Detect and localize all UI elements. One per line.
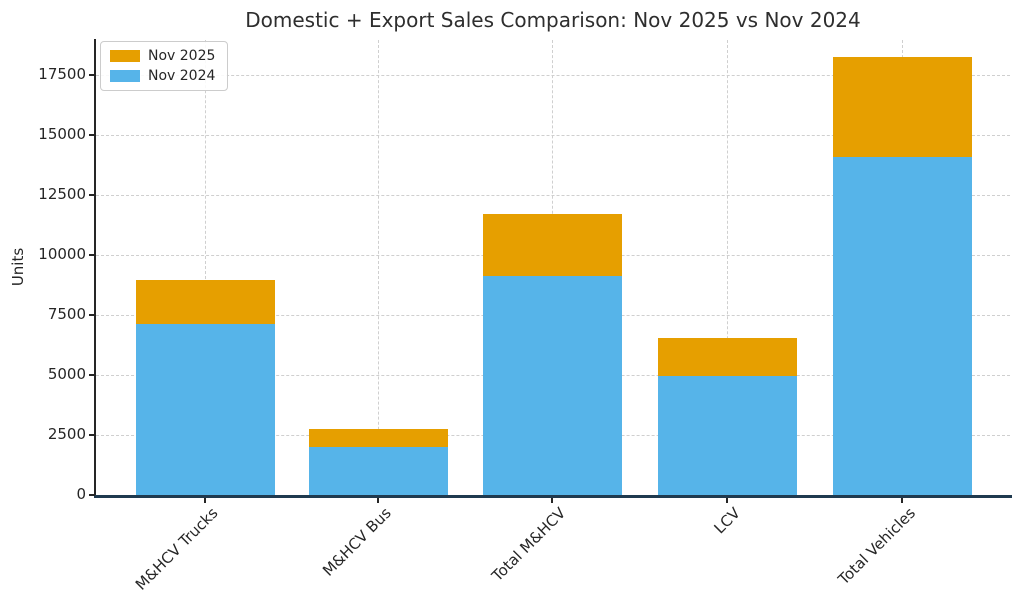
y-tick-mark [89, 494, 95, 496]
y-tick-mark [89, 74, 95, 76]
y-tick-mark [89, 314, 95, 316]
legend: Nov 2025 Nov 2024 [100, 41, 229, 91]
gridline-horizontal [96, 135, 1010, 136]
legend-label: Nov 2024 [148, 68, 216, 84]
plot-area [96, 40, 1010, 496]
y-tick-label: 5000 [47, 365, 86, 383]
legend-item: Nov 2025 [110, 49, 215, 63]
y-tick-label: 15000 [38, 125, 86, 143]
legend-item: Nov 2024 [110, 69, 215, 83]
x-axis-spine [94, 495, 1012, 498]
y-tick-mark [89, 254, 95, 256]
chart-title: Domestic + Export Sales Comparison: Nov … [245, 8, 861, 32]
bar-nov-2024-mhcv-bus [308, 447, 448, 495]
gridline-vertical [727, 40, 728, 495]
nov-2024-swatch-icon [110, 70, 140, 82]
x-tick-mark [726, 498, 728, 503]
gridline-horizontal [96, 195, 1010, 196]
bar-nov-2024-lcv [657, 376, 797, 495]
legend-label: Nov 2025 [148, 48, 216, 64]
x-tick-mark [204, 498, 206, 503]
x-tick-mark [377, 498, 379, 503]
y-tick-label: 0 [76, 485, 86, 503]
gridline-vertical [205, 40, 206, 495]
bar-nov-2024-total-vehicles [832, 157, 972, 495]
y-tick-label: 17500 [38, 65, 86, 83]
gridline-horizontal [96, 75, 1010, 76]
x-tick-mark [901, 498, 903, 503]
y-tick-label: 2500 [47, 425, 86, 443]
y-tick-mark [89, 374, 95, 376]
bar-nov-2024-total-mhcv [482, 276, 622, 495]
y-tick-label: 12500 [38, 185, 86, 203]
bar-nov-2024-mhcv-trucks [135, 324, 275, 495]
y-tick-mark [89, 434, 95, 436]
x-tick-mark [551, 498, 553, 503]
gridline-vertical [378, 40, 379, 495]
y-tick-label: 7500 [47, 305, 86, 323]
nov-2025-swatch-icon [110, 50, 140, 62]
y-axis-spine [94, 39, 96, 496]
y-tick-mark [89, 134, 95, 136]
y-tick-mark [89, 194, 95, 196]
y-tick-label: 10000 [38, 245, 86, 263]
